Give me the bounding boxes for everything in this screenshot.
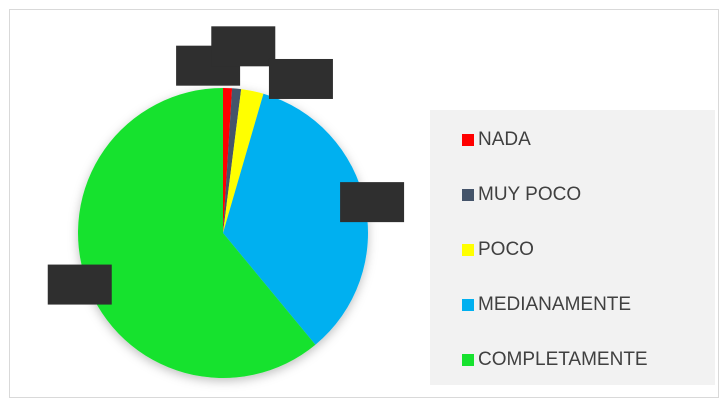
legend-label: NADA [478,129,531,150]
pie [78,88,368,378]
legend-swatch [462,244,474,256]
label-box [211,26,276,67]
legend-label: COMPLETAMENTE [478,349,648,370]
label-box [268,58,333,99]
pie-slice [223,93,368,345]
legend-label: POCO [478,239,534,260]
label-box [340,182,405,223]
label-box [47,264,112,305]
legend-label: MEDIANAMENTE [478,294,631,315]
legend-swatch [462,354,474,366]
legend-swatch [462,134,474,146]
pie-slice [223,89,264,233]
legend-swatch [462,299,474,311]
pie-slice [223,88,242,233]
pie-slice [78,88,316,378]
legend-box [430,110,715,385]
legend-label: MUY POCO [478,184,581,205]
legend-swatch [462,189,474,201]
pie-slice [223,88,233,233]
